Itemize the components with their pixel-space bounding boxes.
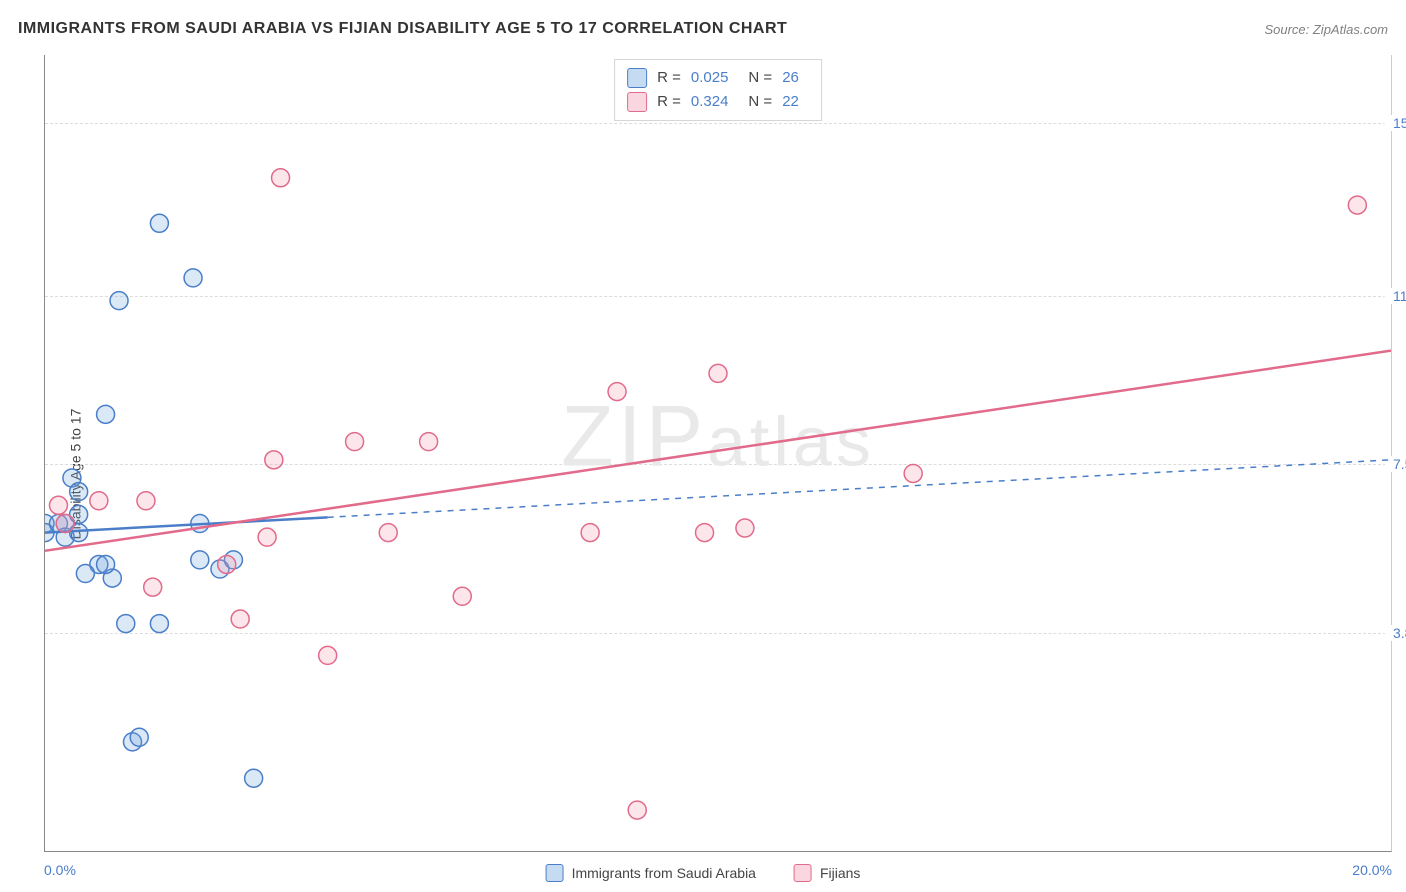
gridline xyxy=(45,633,1391,634)
r-value: 0.324 xyxy=(691,90,729,114)
watermark: ZIPatlas xyxy=(561,388,875,487)
data-point xyxy=(56,515,74,533)
x-axis-min: 0.0% xyxy=(44,862,76,878)
data-point xyxy=(150,615,168,633)
data-point xyxy=(453,587,471,605)
data-point xyxy=(49,496,67,514)
data-point xyxy=(56,515,74,533)
trend-line xyxy=(45,351,1391,551)
n-label: N = xyxy=(748,90,772,114)
legend-row: R = 0.025 N = 26 xyxy=(627,66,809,90)
data-point xyxy=(70,483,88,501)
data-point xyxy=(63,469,81,487)
chart-title: IMMIGRANTS FROM SAUDI ARABIA VS FIJIAN D… xyxy=(18,20,787,38)
data-point xyxy=(76,565,94,583)
trend-line xyxy=(45,517,328,532)
legend-label: Immigrants from Saudi Arabia xyxy=(572,865,756,881)
data-point xyxy=(137,492,155,510)
data-point xyxy=(211,560,229,578)
n-value: 26 xyxy=(782,66,799,90)
y-tick-label: 3.8% xyxy=(1385,625,1406,641)
plot-area: ZIPatlas R =0.025N =26R =0.324N =22 3.8%… xyxy=(44,55,1392,852)
data-point xyxy=(709,364,727,382)
data-point xyxy=(97,405,115,423)
data-point xyxy=(56,528,74,546)
legend-swatch xyxy=(627,68,647,88)
data-point xyxy=(90,555,108,573)
y-tick-label: 11.2% xyxy=(1385,288,1406,304)
data-point xyxy=(346,433,364,451)
scatter-svg xyxy=(45,55,1391,851)
data-point xyxy=(245,769,263,787)
gridline xyxy=(45,464,1391,465)
legend-item: Immigrants from Saudi Arabia xyxy=(546,864,756,882)
data-point xyxy=(218,555,236,573)
data-point xyxy=(258,528,276,546)
data-point xyxy=(628,801,646,819)
data-point xyxy=(265,451,283,469)
data-point xyxy=(130,728,148,746)
r-value: 0.025 xyxy=(691,66,729,90)
trend-line-dashed xyxy=(328,460,1391,517)
data-point xyxy=(319,646,337,664)
data-point xyxy=(231,610,249,628)
data-point xyxy=(70,505,88,523)
data-point xyxy=(117,615,135,633)
y-tick-label: 15.0% xyxy=(1385,115,1406,131)
data-point xyxy=(110,292,128,310)
data-point xyxy=(103,569,121,587)
n-label: N = xyxy=(748,66,772,90)
source-label: Source: ZipAtlas.com xyxy=(1264,22,1388,37)
data-point xyxy=(45,524,54,542)
data-point xyxy=(1348,196,1366,214)
data-point xyxy=(144,578,162,596)
data-point xyxy=(696,524,714,542)
legend-label: Fijians xyxy=(820,865,860,881)
data-point xyxy=(272,169,290,187)
legend-item: Fijians xyxy=(794,864,860,882)
data-point xyxy=(608,383,626,401)
legend-row: R = 0.324 N = 22 xyxy=(627,90,809,114)
correlation-legend: R = 0.025 N = 26 R = 0.324 N = 22 xyxy=(614,59,822,121)
data-point xyxy=(90,492,108,510)
gridline xyxy=(45,123,1391,124)
data-point xyxy=(191,551,209,569)
y-tick-label: 7.5% xyxy=(1385,456,1406,472)
data-point xyxy=(150,214,168,232)
data-point xyxy=(70,524,88,542)
data-point xyxy=(581,524,599,542)
chart-container: Disability Age 5 to 17 ZIPatlas R =0.025… xyxy=(0,55,1406,892)
r-label: R = xyxy=(657,90,681,114)
data-point xyxy=(736,519,754,537)
r-label: R = xyxy=(657,66,681,90)
x-axis-max: 20.0% xyxy=(1352,862,1392,878)
series-legend: Immigrants from Saudi Arabia Fijians xyxy=(546,864,861,882)
data-point xyxy=(97,555,115,573)
data-point xyxy=(904,464,922,482)
data-point xyxy=(224,551,242,569)
data-point xyxy=(191,515,209,533)
data-point xyxy=(420,433,438,451)
data-point xyxy=(123,733,141,751)
data-point xyxy=(379,524,397,542)
gridline xyxy=(45,296,1391,297)
data-point xyxy=(49,515,67,533)
legend-swatch xyxy=(546,864,564,882)
data-point xyxy=(45,515,54,533)
n-value: 22 xyxy=(782,90,799,114)
legend-swatch xyxy=(794,864,812,882)
legend-swatch xyxy=(627,92,647,112)
data-point xyxy=(184,269,202,287)
